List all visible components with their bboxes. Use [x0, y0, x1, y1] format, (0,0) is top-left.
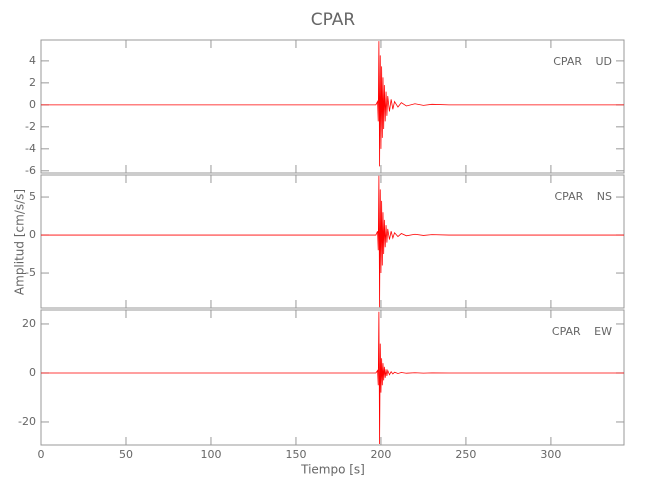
panel-label: CPAR UD — [553, 55, 612, 68]
y-tick-label: -2 — [25, 120, 36, 133]
y-tick-label: 2 — [29, 76, 36, 89]
y-tick-label: 20 — [22, 317, 36, 330]
panel-frame — [40, 174, 625, 309]
panel-label: CPAR EW — [552, 325, 612, 338]
x-tick-label: 250 — [455, 448, 476, 461]
x-tick-label: 50 — [119, 448, 133, 461]
x-tick-label: 150 — [285, 448, 306, 461]
y-tick-label: -4 — [25, 142, 36, 155]
waveform — [41, 311, 624, 445]
waveform — [41, 41, 624, 167]
x-axis-label: Tiempo [s] — [300, 463, 365, 477]
panel-frame — [40, 309, 625, 446]
x-tick-label: 200 — [370, 448, 391, 461]
y-tick-label: 0 — [29, 98, 36, 111]
waveform — [41, 175, 624, 308]
y-tick-label: -5 — [25, 266, 36, 279]
y-tick-label: -20 — [18, 415, 36, 428]
x-tick-label: 300 — [540, 448, 561, 461]
y-tick-label: 0 — [29, 228, 36, 241]
x-tick-label: 0 — [38, 448, 45, 461]
y-tick-label: -6 — [25, 164, 36, 177]
y-tick-label: 4 — [29, 54, 36, 67]
chart-title: CPAR — [311, 10, 356, 30]
y-axis-label: Amplitud [cm/s/s] — [13, 189, 27, 295]
panel-frame — [40, 39, 625, 174]
y-tick-label: 5 — [29, 190, 36, 203]
panel-label: CPAR NS — [555, 190, 613, 203]
x-tick-label: 100 — [200, 448, 221, 461]
y-tick-label: 0 — [29, 366, 36, 379]
